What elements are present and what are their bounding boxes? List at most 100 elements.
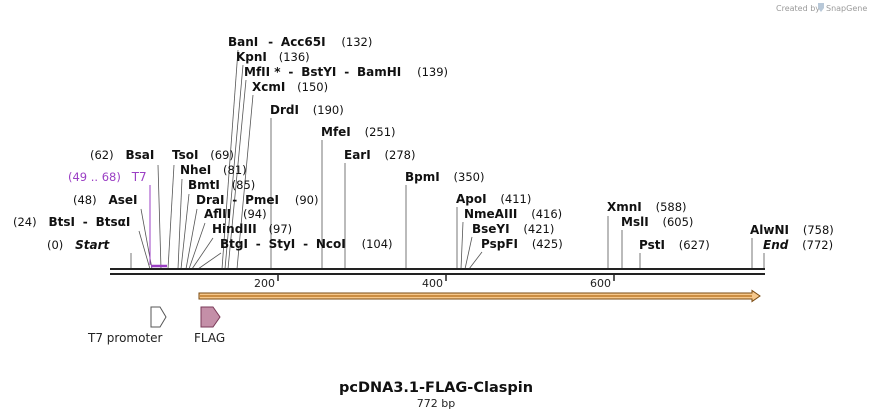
site-name: DraI <box>196 193 224 207</box>
tick-label-600: 600 <box>590 277 611 290</box>
site-name: BanI <box>228 35 258 49</box>
site-aflii[interactable]: AflII (94) <box>204 207 267 221</box>
site-leader-lines <box>130 49 765 270</box>
site-name-3: NcoI <box>316 237 346 251</box>
map-title: pcDNA3.1-FLAG-Claspin <box>339 380 533 396</box>
site-xcmi[interactable]: XcmI (150) <box>252 80 328 94</box>
site-bseyi[interactable]: BseYI (421) <box>472 222 554 236</box>
site-pos: (758) <box>803 223 834 237</box>
site-pos: (627) <box>679 238 710 252</box>
site-xmni[interactable]: XmnI (588) <box>607 200 687 214</box>
site-bpmi[interactable]: BpmI (350) <box>405 170 484 184</box>
site-name: BseYI <box>472 222 510 236</box>
site-name-2: BstYI <box>301 65 336 79</box>
site-btgi[interactable]: BtgI - StyI - NcoI (104) <box>220 237 393 251</box>
tick-label-400: 400 <box>422 277 443 290</box>
site-drai[interactable]: DraI - PmeI (90) <box>196 193 318 207</box>
site-name: DrdI <box>270 103 299 117</box>
site-nhei[interactable]: NheI (81) <box>180 163 247 177</box>
dna-backbone <box>110 268 765 275</box>
site-msli[interactable]: MslI (605) <box>621 215 693 229</box>
site-pos: (85) <box>232 178 256 192</box>
site-pspfi[interactable]: PspFI (425) <box>481 237 563 251</box>
site-sep-2: - <box>303 237 308 251</box>
site-name: BtsI <box>48 215 75 229</box>
site-btsi[interactable]: (24) BtsI - BtsαI <box>13 215 130 229</box>
site-name-2: StyI <box>269 237 296 251</box>
site-sep: - <box>256 237 261 251</box>
flag-tag-arrow[interactable] <box>200 306 221 328</box>
site-name: KpnI <box>236 50 267 64</box>
site-pos: (48) <box>73 193 97 207</box>
site-pos: (588) <box>656 200 687 214</box>
site-bmti[interactable]: BmtI (85) <box>188 178 255 192</box>
site-bani[interactable]: BanI - Acc65I (132) <box>228 35 372 49</box>
site-name: MfeI <box>321 125 351 139</box>
site-name: HindIII <box>212 222 257 236</box>
site-pos: (69) <box>210 148 234 162</box>
site-pos: (411) <box>500 192 531 206</box>
site-pos: (772) <box>802 238 833 252</box>
site-pos: (416) <box>531 207 562 221</box>
site-pos: (62) <box>90 148 114 162</box>
site-tsoi[interactable]: TsoI (69) <box>172 148 234 162</box>
site-name-2: BtsαI <box>96 215 131 229</box>
site-name: NheI <box>180 163 211 177</box>
site-sep: - <box>268 35 273 49</box>
site-name-3: BamHI <box>357 65 401 79</box>
site-mfei[interactable]: MfeI (251) <box>321 125 396 139</box>
snapgene-logo-icon <box>818 3 824 12</box>
site-pos: (132) <box>341 35 372 49</box>
site-name: AlwNI <box>750 223 789 237</box>
orf-arrow[interactable] <box>198 289 761 303</box>
site-pos: (136) <box>279 50 310 64</box>
site-name: BmtI <box>188 178 220 192</box>
site-sep: - <box>288 65 293 79</box>
site-start[interactable]: (0) Start <box>47 238 111 252</box>
site-name: ApoI <box>456 192 487 206</box>
site-name: MfII * <box>244 65 281 79</box>
t7-promoter-label: T7 promoter <box>87 331 163 345</box>
site-apoi[interactable]: ApoI (411) <box>456 192 531 206</box>
snapgene-brand: SnapGene <box>826 4 867 13</box>
site-mfii[interactable]: MfII * - BstYI - BamHI (139) <box>244 65 448 79</box>
site-pos: (90) <box>295 193 319 207</box>
site-pos: (0) <box>47 238 63 252</box>
site-kpni[interactable]: KpnI (136) <box>236 50 310 64</box>
site-name: TsoI <box>172 148 198 162</box>
site-pos: (24) <box>13 215 37 229</box>
t7-promoter-arrow[interactable] <box>150 306 167 328</box>
site-alwni[interactable]: AlwNI (758) <box>750 223 834 237</box>
site-pos: (139) <box>417 65 448 79</box>
site-hindiii[interactable]: HindIII (97) <box>212 222 292 236</box>
site-end[interactable]: End (772) <box>763 238 833 252</box>
site-name: XcmI <box>252 80 285 94</box>
site-asei[interactable]: (48) AseI <box>73 193 137 207</box>
site-nmeaiii[interactable]: NmeAIII (416) <box>464 207 562 221</box>
site-name: T7 <box>131 170 147 184</box>
site-pos: (425) <box>532 237 563 251</box>
site-name: PspFI <box>481 237 518 251</box>
site-name: BpmI <box>405 170 440 184</box>
site-name-2: Acc65I <box>281 35 326 49</box>
site-sep: - <box>232 193 237 207</box>
site-pos: (421) <box>523 222 554 236</box>
site-bsai[interactable]: (62) BsaI <box>90 148 154 162</box>
site-pos: (150) <box>297 80 328 94</box>
site-drdi[interactable]: DrdI (190) <box>270 103 344 117</box>
site-pos: (190) <box>313 103 344 117</box>
site-pos: (97) <box>269 222 293 236</box>
site-t7[interactable]: (49 .. 68) T7 <box>68 170 147 184</box>
tick-label-200: 200 <box>254 277 275 290</box>
site-name: AflII <box>204 207 231 221</box>
site-sep-2: - <box>344 65 349 79</box>
site-psti[interactable]: PstI (627) <box>639 238 710 252</box>
site-pos: (94) <box>243 207 267 221</box>
site-name: BsaI <box>125 148 154 162</box>
site-name: Start <box>75 238 110 252</box>
site-name: XmnI <box>607 200 642 214</box>
site-name-2: PmeI <box>245 193 279 207</box>
site-pos: (278) <box>385 148 416 162</box>
site-eari[interactable]: EarI (278) <box>344 148 415 162</box>
